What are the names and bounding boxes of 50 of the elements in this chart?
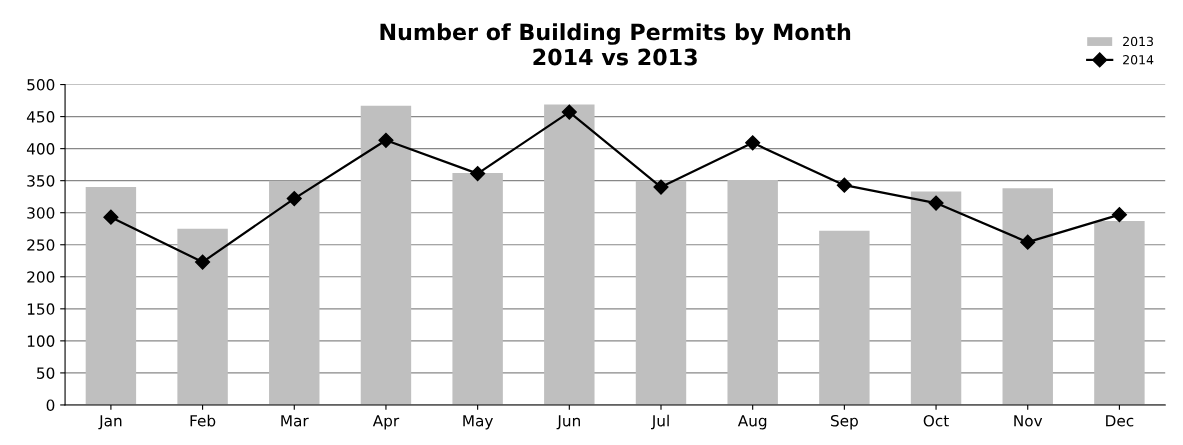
y-tick-label: 350 <box>27 175 55 187</box>
bar <box>452 172 503 405</box>
x-tick-label: Nov <box>1014 415 1043 427</box>
bar <box>727 180 778 405</box>
y-tick-label: 300 <box>27 207 55 219</box>
legend-label: 2013 <box>1123 36 1153 47</box>
bar <box>819 230 870 405</box>
bar <box>1002 188 1053 405</box>
point <box>745 135 761 151</box>
y-tick-label: 50 <box>37 367 55 379</box>
y-tick-label: 450 <box>26 111 55 123</box>
point <box>286 191 302 207</box>
y-tick-label: 100 <box>27 335 55 347</box>
y-tick-label: 500 <box>27 79 55 91</box>
point <box>561 104 577 120</box>
point <box>1020 234 1036 250</box>
x-tick-label: May <box>463 415 493 430</box>
bar <box>269 180 320 405</box>
bar <box>85 187 137 405</box>
point <box>103 209 119 225</box>
bar <box>1094 221 1145 405</box>
x-tick-label: Jun <box>556 415 580 430</box>
y-tick-label: 200 <box>27 271 55 283</box>
x-tick-label: Feb <box>190 414 216 427</box>
bar <box>177 228 228 405</box>
point <box>195 254 211 270</box>
chart-title: Number of Building Permits by Month 2014 vs 2013 <box>380 23 851 66</box>
bar <box>910 191 962 405</box>
y-tick-label: 250 <box>27 239 55 251</box>
y-tick-label: 400 <box>26 143 55 155</box>
bar <box>544 104 595 405</box>
x-tick-label: Jul <box>650 414 669 430</box>
x-tick-label: Mar <box>281 415 309 427</box>
legend-label: 2014 <box>1123 55 1154 65</box>
point <box>653 179 669 195</box>
x-tick-label: Apr <box>372 415 400 430</box>
point <box>836 177 852 193</box>
x-tick-label: Jan <box>98 415 122 430</box>
x-tick-label: Dec <box>1106 415 1134 427</box>
point <box>928 195 944 211</box>
x-tick-label: Oct <box>923 414 949 427</box>
bar <box>635 180 687 405</box>
point <box>378 132 394 148</box>
point <box>470 166 486 182</box>
y-tick-label: 150 <box>27 303 55 315</box>
x-tick-label: Sep <box>830 414 858 430</box>
bar <box>360 105 412 405</box>
point <box>1111 207 1127 223</box>
x-tick-label: Aug <box>737 415 767 430</box>
y-tick-label: 0 <box>46 399 55 411</box>
